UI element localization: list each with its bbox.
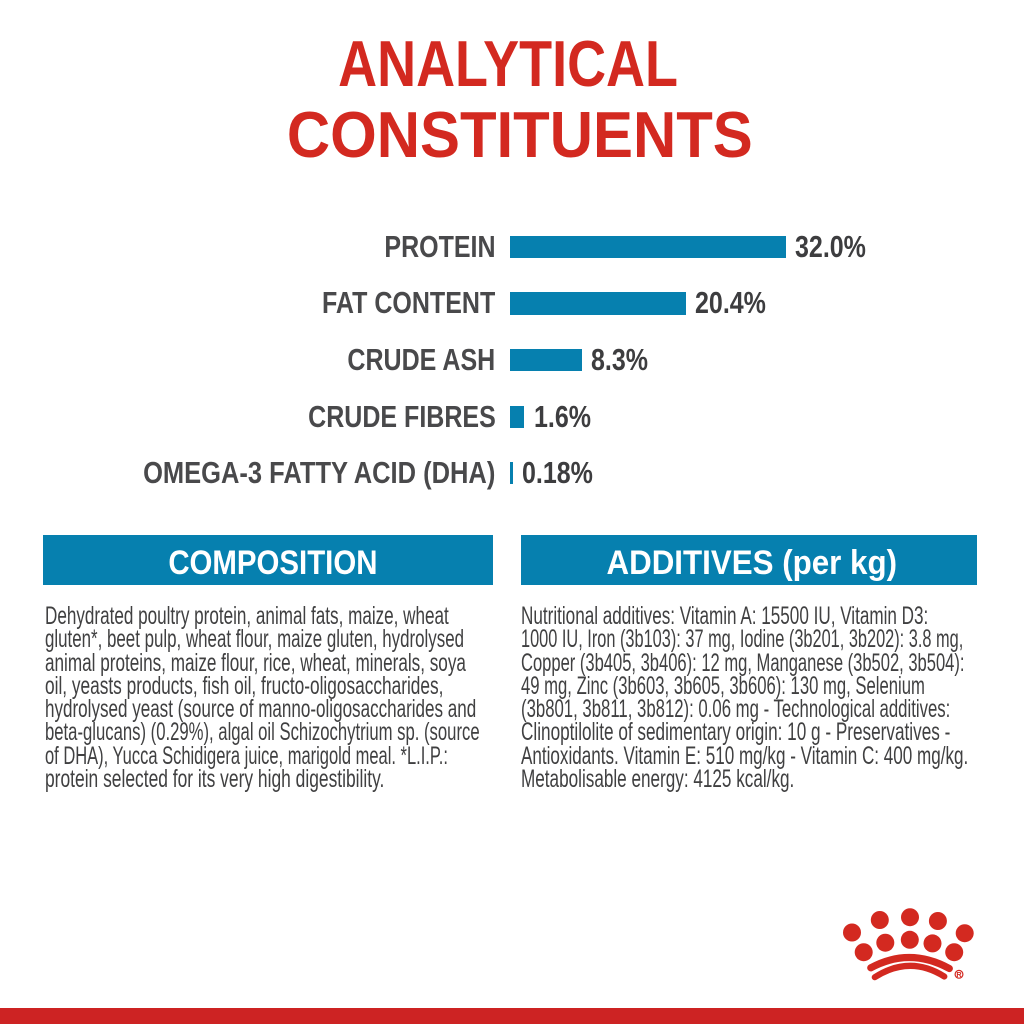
svg-text:R: R xyxy=(956,970,962,979)
